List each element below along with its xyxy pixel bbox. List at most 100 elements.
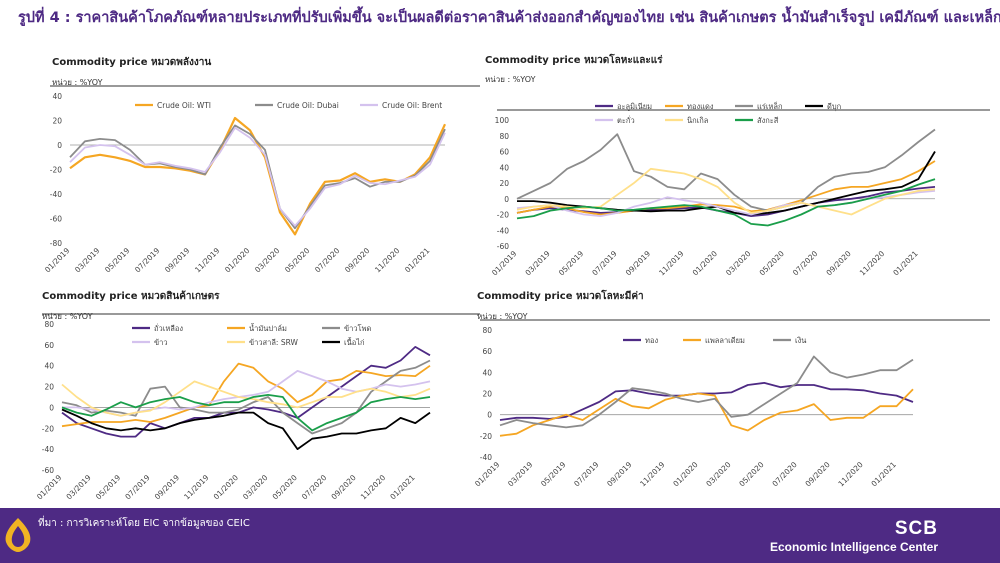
x-tick-label: 05/2020 (283, 246, 312, 275)
x-tick-label: 11/2020 (836, 460, 865, 489)
legend-label: ข้าว (154, 338, 168, 347)
legend-label: ดีบุก (827, 102, 841, 111)
scb-logo-icon (5, 518, 31, 552)
precious-metals-chart: Commodity price หมวดโลหะมีค่า หน่วย : %Y… (473, 282, 1000, 507)
x-tick-label: 09/2020 (329, 473, 358, 502)
metals-chart: Commodity price หมวดโลหะและแร่ หน่วย : %… (485, 48, 1000, 300)
legend-label: ตะกั่ว (617, 115, 635, 125)
y-tick-label: -20 (42, 424, 54, 433)
y-tick-label: 60 (499, 148, 509, 157)
unit-label: หน่วย : %YOY (42, 312, 93, 321)
y-tick-label: 0 (504, 195, 509, 204)
y-tick-label: 20 (44, 383, 54, 392)
series-line (69, 126, 446, 227)
y-tick-label: 40 (52, 92, 62, 101)
series-line (499, 388, 914, 437)
y-tick-label: -80 (50, 239, 62, 248)
y-tick-label: 80 (482, 326, 492, 335)
y-tick-label: -20 (497, 211, 509, 220)
series-line (69, 116, 447, 236)
x-tick-label: 01/2020 (223, 246, 252, 275)
series-line (61, 380, 431, 417)
chart-title: Commodity price หมวดโลหะและแร่ (485, 55, 663, 66)
x-tick-label: 07/2020 (770, 460, 799, 489)
x-tick-label: 03/2020 (724, 249, 753, 278)
x-tick-label: 07/2020 (791, 249, 820, 278)
series-line (61, 394, 431, 432)
y-tick-label: 80 (44, 320, 54, 329)
legend-label: น้ำมันปาล์ม (249, 323, 287, 333)
legend-label: ข้าวโพด (344, 324, 372, 333)
chart-title: Commodity price หมวดโลหะมีค่า (477, 291, 644, 302)
y-tick-label: -40 (42, 445, 54, 454)
y-tick-label: -20 (50, 166, 62, 175)
x-tick-label: 05/2020 (737, 460, 766, 489)
x-tick-label: 11/2019 (182, 473, 211, 502)
y-tick-label: 60 (44, 341, 54, 350)
brand-subtitle: Economic Intelligence Center (769, 540, 938, 554)
series-line (69, 124, 446, 230)
x-tick-label: 09/2019 (153, 473, 182, 502)
x-tick-label: 03/2020 (241, 473, 270, 502)
series-line (61, 362, 431, 428)
x-tick-label: 01/2020 (671, 460, 700, 489)
source-note: ที่มา : การวิเคราะห์โดย EIC จากข้อมูลของ… (38, 518, 250, 529)
y-tick-label: 20 (52, 117, 62, 126)
x-tick-label: 05/2020 (271, 473, 300, 502)
unit-label: หน่วย : %YOY (52, 78, 103, 87)
series-line (516, 128, 936, 212)
x-tick-label: 07/2019 (572, 460, 601, 489)
x-tick-label: 01/2021 (869, 460, 898, 489)
legend-label: Crude Oil: WTI (157, 101, 211, 110)
x-tick-label: 09/2019 (605, 460, 634, 489)
y-tick-label: 40 (44, 362, 54, 371)
figure-title: รูปที่ 4 : ราคาสินค้าโภคภัณฑ์หลายประเภทท… (18, 10, 1000, 26)
series-line (516, 160, 936, 216)
y-tick-label: 20 (482, 390, 492, 399)
legend-label: เนื้อไก่ (344, 337, 365, 347)
brand-name: SCB (894, 518, 938, 539)
x-tick-label: 05/2019 (557, 249, 586, 278)
x-tick-label: 07/2019 (590, 249, 619, 278)
y-tick-label: -60 (497, 242, 509, 251)
y-tick-label: -40 (50, 190, 62, 199)
y-tick-label: 80 (499, 132, 509, 141)
y-tick-label: 40 (482, 368, 492, 377)
x-tick-label: 05/2019 (94, 473, 123, 502)
x-tick-label: 03/2019 (523, 249, 552, 278)
x-tick-label: 07/2019 (133, 246, 162, 275)
series-line (516, 178, 936, 227)
chart-title: Commodity price หมวดสินค้าเกษตร (42, 291, 220, 302)
y-tick-label: 0 (49, 403, 54, 412)
x-tick-label: 07/2020 (300, 473, 329, 502)
legend-label: เงิน (795, 336, 806, 345)
y-tick-label: 0 (487, 411, 492, 420)
x-tick-label: 01/2019 (43, 246, 72, 275)
x-tick-label: 09/2020 (803, 460, 832, 489)
x-tick-label: 03/2020 (704, 460, 733, 489)
x-tick-label: 09/2019 (163, 246, 192, 275)
y-tick-label: -40 (497, 226, 509, 235)
x-tick-label: 01/2021 (388, 473, 417, 502)
series-line (61, 359, 431, 435)
series-line (61, 346, 431, 438)
y-tick-label: 0 (57, 141, 62, 150)
y-tick-label: -60 (42, 466, 54, 475)
x-tick-label: 01/2019 (35, 473, 64, 502)
y-tick-label: -20 (480, 432, 492, 441)
x-tick-label: 03/2019 (64, 473, 93, 502)
legend-label: ถั่วเหลือง (154, 323, 183, 333)
legend-label: ข้าวสาลี: SRW (249, 338, 299, 347)
footer-bar: ที่มา : การวิเคราะห์โดย EIC จากข้อมูลของ… (0, 508, 1000, 563)
legend-label: Crude Oil: Brent (382, 101, 442, 110)
x-tick-label: 07/2020 (313, 246, 342, 275)
x-tick-label: 11/2020 (373, 246, 402, 275)
x-tick-label: 05/2020 (758, 249, 787, 278)
chart-svg: -60 -40 -20 0 20 40 60 80 01/2019 03/2019 05/2019 0… (35, 313, 480, 502)
x-tick-label: 01/2020 (212, 473, 241, 502)
y-tick-label: 40 (499, 163, 509, 172)
x-tick-label: 03/2019 (73, 246, 102, 275)
brand-block: SCB Economic Intelligence Center (770, 518, 938, 554)
x-tick-label: 11/2019 (193, 246, 222, 275)
